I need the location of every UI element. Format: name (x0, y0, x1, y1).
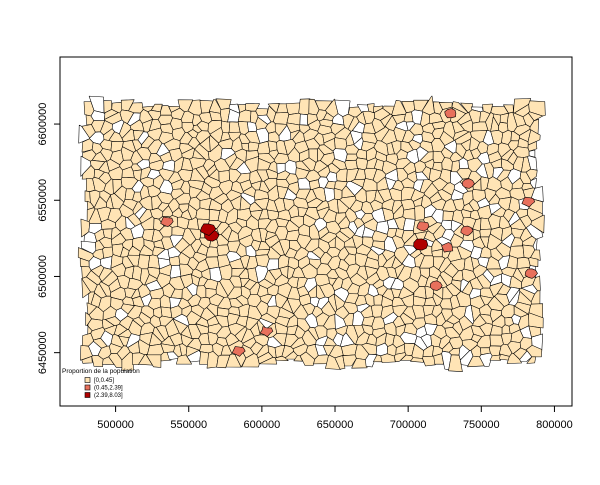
commune (219, 264, 233, 280)
commune-mid-class (462, 178, 475, 189)
commune (526, 356, 536, 364)
commune (241, 353, 260, 368)
commune (249, 282, 261, 295)
commune (325, 354, 341, 370)
commune (259, 357, 278, 365)
legend-label: [0,0.45] (94, 378, 114, 384)
commune (225, 353, 242, 368)
commune (448, 354, 463, 372)
commune (380, 353, 396, 363)
commune (320, 252, 333, 265)
commune-mid-class (524, 268, 538, 279)
commune (299, 113, 308, 126)
commune (121, 351, 134, 371)
commune-mid-class (259, 326, 274, 337)
x-tick-label: 600000 (244, 419, 281, 431)
commune (333, 188, 343, 200)
commune (365, 353, 378, 368)
legend-label: (2.39,8.03] (94, 393, 123, 399)
commune (91, 355, 104, 367)
x-tick-label: 750000 (463, 419, 500, 431)
commune (394, 352, 407, 363)
commune-mid-class (441, 242, 454, 253)
x-tick-label: 500000 (97, 419, 134, 431)
commune (206, 351, 219, 369)
commune (217, 307, 230, 317)
commune (199, 351, 209, 365)
commune (374, 126, 390, 142)
commune-mid-class (444, 108, 457, 119)
commune (176, 354, 192, 365)
commune (132, 352, 145, 365)
legend-swatch (84, 384, 91, 391)
commune (506, 352, 522, 364)
commune-high-class (199, 223, 217, 236)
commune-mid-class (160, 216, 174, 228)
commune (373, 294, 383, 306)
commune (257, 140, 271, 155)
commune (400, 354, 414, 361)
commune (501, 324, 511, 335)
commune (342, 354, 357, 367)
commune (298, 98, 311, 115)
commune (195, 207, 210, 220)
commune (267, 140, 278, 152)
commune (206, 246, 219, 258)
x-tick-label: 800000 (536, 419, 573, 431)
commune (266, 258, 279, 271)
commune (479, 352, 493, 367)
commune (275, 355, 289, 361)
legend-swatch (84, 392, 91, 398)
commune (422, 355, 436, 367)
commune (528, 111, 543, 121)
legend-swatch (84, 377, 91, 383)
commune (345, 153, 358, 161)
commune-mid-class (460, 225, 474, 237)
legend: Proportion de la population [0,0.45] (0.4… (62, 368, 140, 399)
commune (442, 210, 454, 222)
highlight-layer (160, 108, 538, 357)
commune-high-class (413, 238, 429, 251)
commune (273, 112, 290, 125)
x-axis: 500000 550000 600000 650000 700000 750000 8000… (97, 405, 573, 431)
commune-mid-class (231, 346, 246, 357)
x-tick-label: 700000 (390, 419, 427, 431)
commune (160, 352, 172, 362)
x-tick-label: 650000 (317, 419, 354, 431)
legend-title: Proportion de la population (62, 368, 140, 375)
y-axis: 6450000 6500000 6550000 6600000 (37, 103, 61, 374)
legend-label: (0.45,2.39] (94, 386, 123, 392)
commune (344, 159, 358, 171)
commune (334, 137, 348, 150)
y-tick-label: 6500000 (37, 255, 49, 298)
commune-mid-class (416, 221, 430, 232)
commune (528, 257, 539, 267)
commune (519, 350, 533, 362)
commune (373, 354, 383, 363)
y-tick-label: 6600000 (37, 103, 49, 146)
commune-mid-class (430, 280, 443, 291)
y-tick-label: 6450000 (37, 331, 49, 374)
commune-mid-class (521, 196, 536, 208)
commune (499, 353, 510, 361)
commune (285, 229, 300, 241)
communes-layer (77, 95, 546, 372)
y-tick-label: 6550000 (37, 179, 49, 222)
commune (145, 354, 162, 368)
commune (516, 257, 531, 269)
commune (414, 205, 425, 221)
legend-items: [0,0.45] (0.45,2.39](2.39,8.03] (84, 377, 123, 399)
x-tick-label: 550000 (170, 419, 207, 431)
commune (285, 351, 298, 360)
commune (299, 351, 315, 366)
commune (525, 168, 538, 181)
commune (166, 351, 179, 360)
commune (355, 157, 368, 171)
commune (410, 357, 424, 363)
